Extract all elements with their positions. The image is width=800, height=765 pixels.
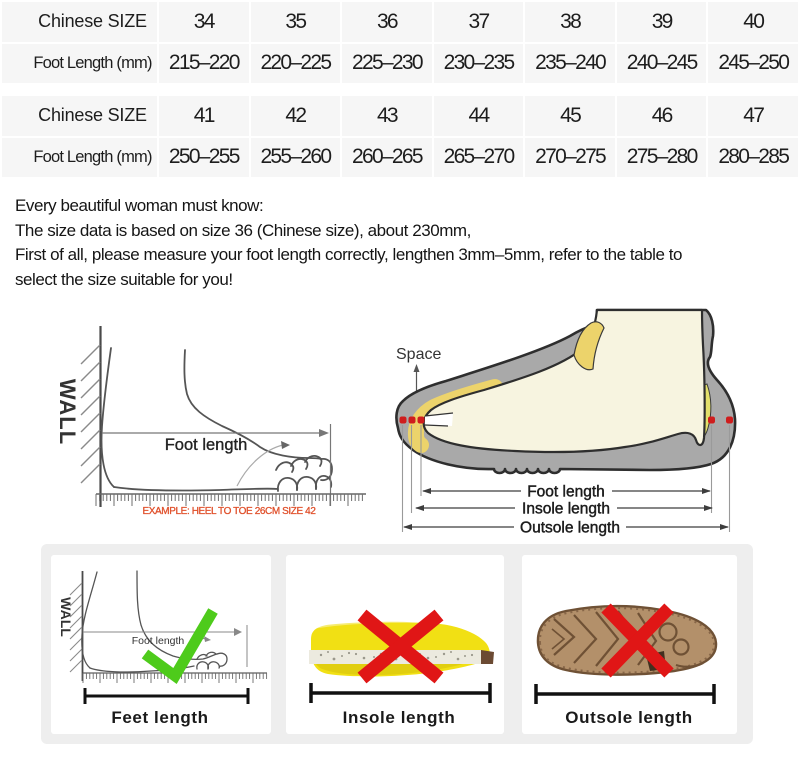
- svg-text:Outsole length: Outsole length: [520, 520, 620, 537]
- svg-text:WALL: WALL: [58, 597, 74, 637]
- svg-text:Outsole length: Outsole length: [565, 708, 692, 727]
- svg-text:Foot length: Foot length: [527, 484, 605, 501]
- svg-text:Space: Space: [396, 346, 441, 363]
- svg-text:Foot length: Foot length: [132, 635, 185, 647]
- svg-text:EXAMPLE: HEEL TO TOE 26CM SIZE: EXAMPLE: HEEL TO TOE 26CM SIZE 42: [143, 506, 317, 517]
- svg-text:Insole length: Insole length: [522, 501, 610, 518]
- svg-text:Feet length: Feet length: [111, 708, 208, 727]
- svg-text:WALL: WALL: [55, 379, 80, 445]
- svg-text:Foot length: Foot length: [165, 436, 248, 454]
- svg-text:Insole length: Insole length: [343, 708, 456, 727]
